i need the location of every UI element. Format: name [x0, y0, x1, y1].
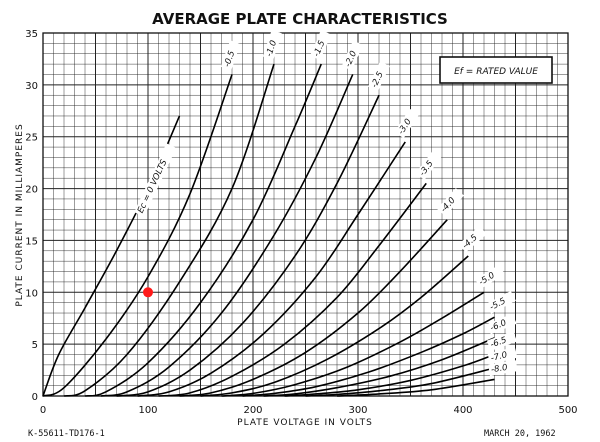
curve-label-bg [310, 30, 332, 61]
footer-code: K-55611-TD176-1 [28, 429, 105, 439]
curve-neg2_0 [100, 74, 354, 397]
curve-neg5_5 [242, 316, 495, 397]
curve-label-bg [486, 313, 517, 335]
curve-label-bg [475, 264, 505, 289]
curve-neg7_0 [305, 367, 495, 397]
chart-title: AVERAGE PLATE CHARACTERISTICS [152, 10, 448, 28]
curve-label-bg [486, 290, 516, 314]
y-tick-label: 35 [25, 29, 38, 40]
curve-neg2_5 [116, 94, 380, 397]
curve-neg6_5 [284, 353, 495, 397]
red-point-marker [143, 287, 153, 298]
curve-label: -1.0 [264, 39, 279, 58]
rated-value-note: Ef = RATED VALUE [454, 67, 538, 77]
tick-labels: 0 100 200 300 400 500 0 5 10 15 20 25 30 35 [25, 29, 577, 416]
x-axis-label: PLATE VOLTAGE IN VOLTS [237, 418, 373, 428]
curve-label-bg [367, 61, 390, 92]
x-tick-label: 200 [243, 405, 262, 416]
y-axis-label: PLATE CURRENT IN MILLIAMPERES [15, 123, 25, 306]
curve-label-bg [134, 143, 177, 217]
curve-label-bg [488, 360, 518, 376]
curve-label: -7.0 [490, 350, 509, 364]
curve-neg1_0 [63, 63, 275, 397]
curve-label-bg [487, 346, 518, 365]
curve-neg8_0 [336, 378, 495, 397]
curve-label: Ec = 0 VOLTS [136, 158, 170, 215]
chart-grid [42, 32, 569, 397]
x-tick-label: 400 [453, 405, 472, 416]
y-tick-label: 25 [25, 133, 38, 144]
curve-label-bg [394, 108, 419, 139]
curve-label: -6.5 [489, 335, 508, 350]
x-tick-label: 100 [138, 405, 157, 416]
curve-neg4_0 [179, 219, 448, 397]
curve-neg3_0 [137, 141, 406, 397]
rated-value-box: Ef = RATED VALUE [439, 56, 553, 84]
curve-label-bg [486, 331, 517, 352]
curve-neg3_5 [158, 182, 427, 397]
curve-label: -0.5 [222, 50, 237, 69]
curve-label: -8.0 [490, 363, 508, 376]
y-tick-label: 0 [32, 392, 38, 403]
y-tick-label: 20 [25, 185, 38, 196]
curve-label-bg [415, 150, 442, 180]
curve-label-bg [341, 40, 364, 71]
plate-curves [42, 63, 495, 397]
y-tick-label: 10 [25, 288, 38, 299]
curve-neg4_5 [200, 255, 469, 397]
y-tick-label: 5 [32, 340, 38, 351]
curve-neg1_5 [84, 63, 322, 397]
y-tick-label: 30 [25, 81, 38, 92]
x-tick-label: 300 [348, 405, 367, 416]
x-tick-label: 500 [558, 405, 577, 416]
curve-label-bg [436, 188, 464, 217]
curve-label-bg [220, 40, 241, 71]
curve-neg5_0 [221, 291, 485, 397]
x-tick-label: 0 [40, 405, 46, 416]
curve-label-bg [262, 29, 283, 60]
footer-date: MARCH 20, 1962 [484, 429, 556, 439]
curve-neg0_5 [42, 74, 233, 397]
y-tick-label: 15 [25, 236, 38, 247]
curve-label-bg [458, 225, 487, 253]
curve-neg6_0 [263, 337, 495, 397]
